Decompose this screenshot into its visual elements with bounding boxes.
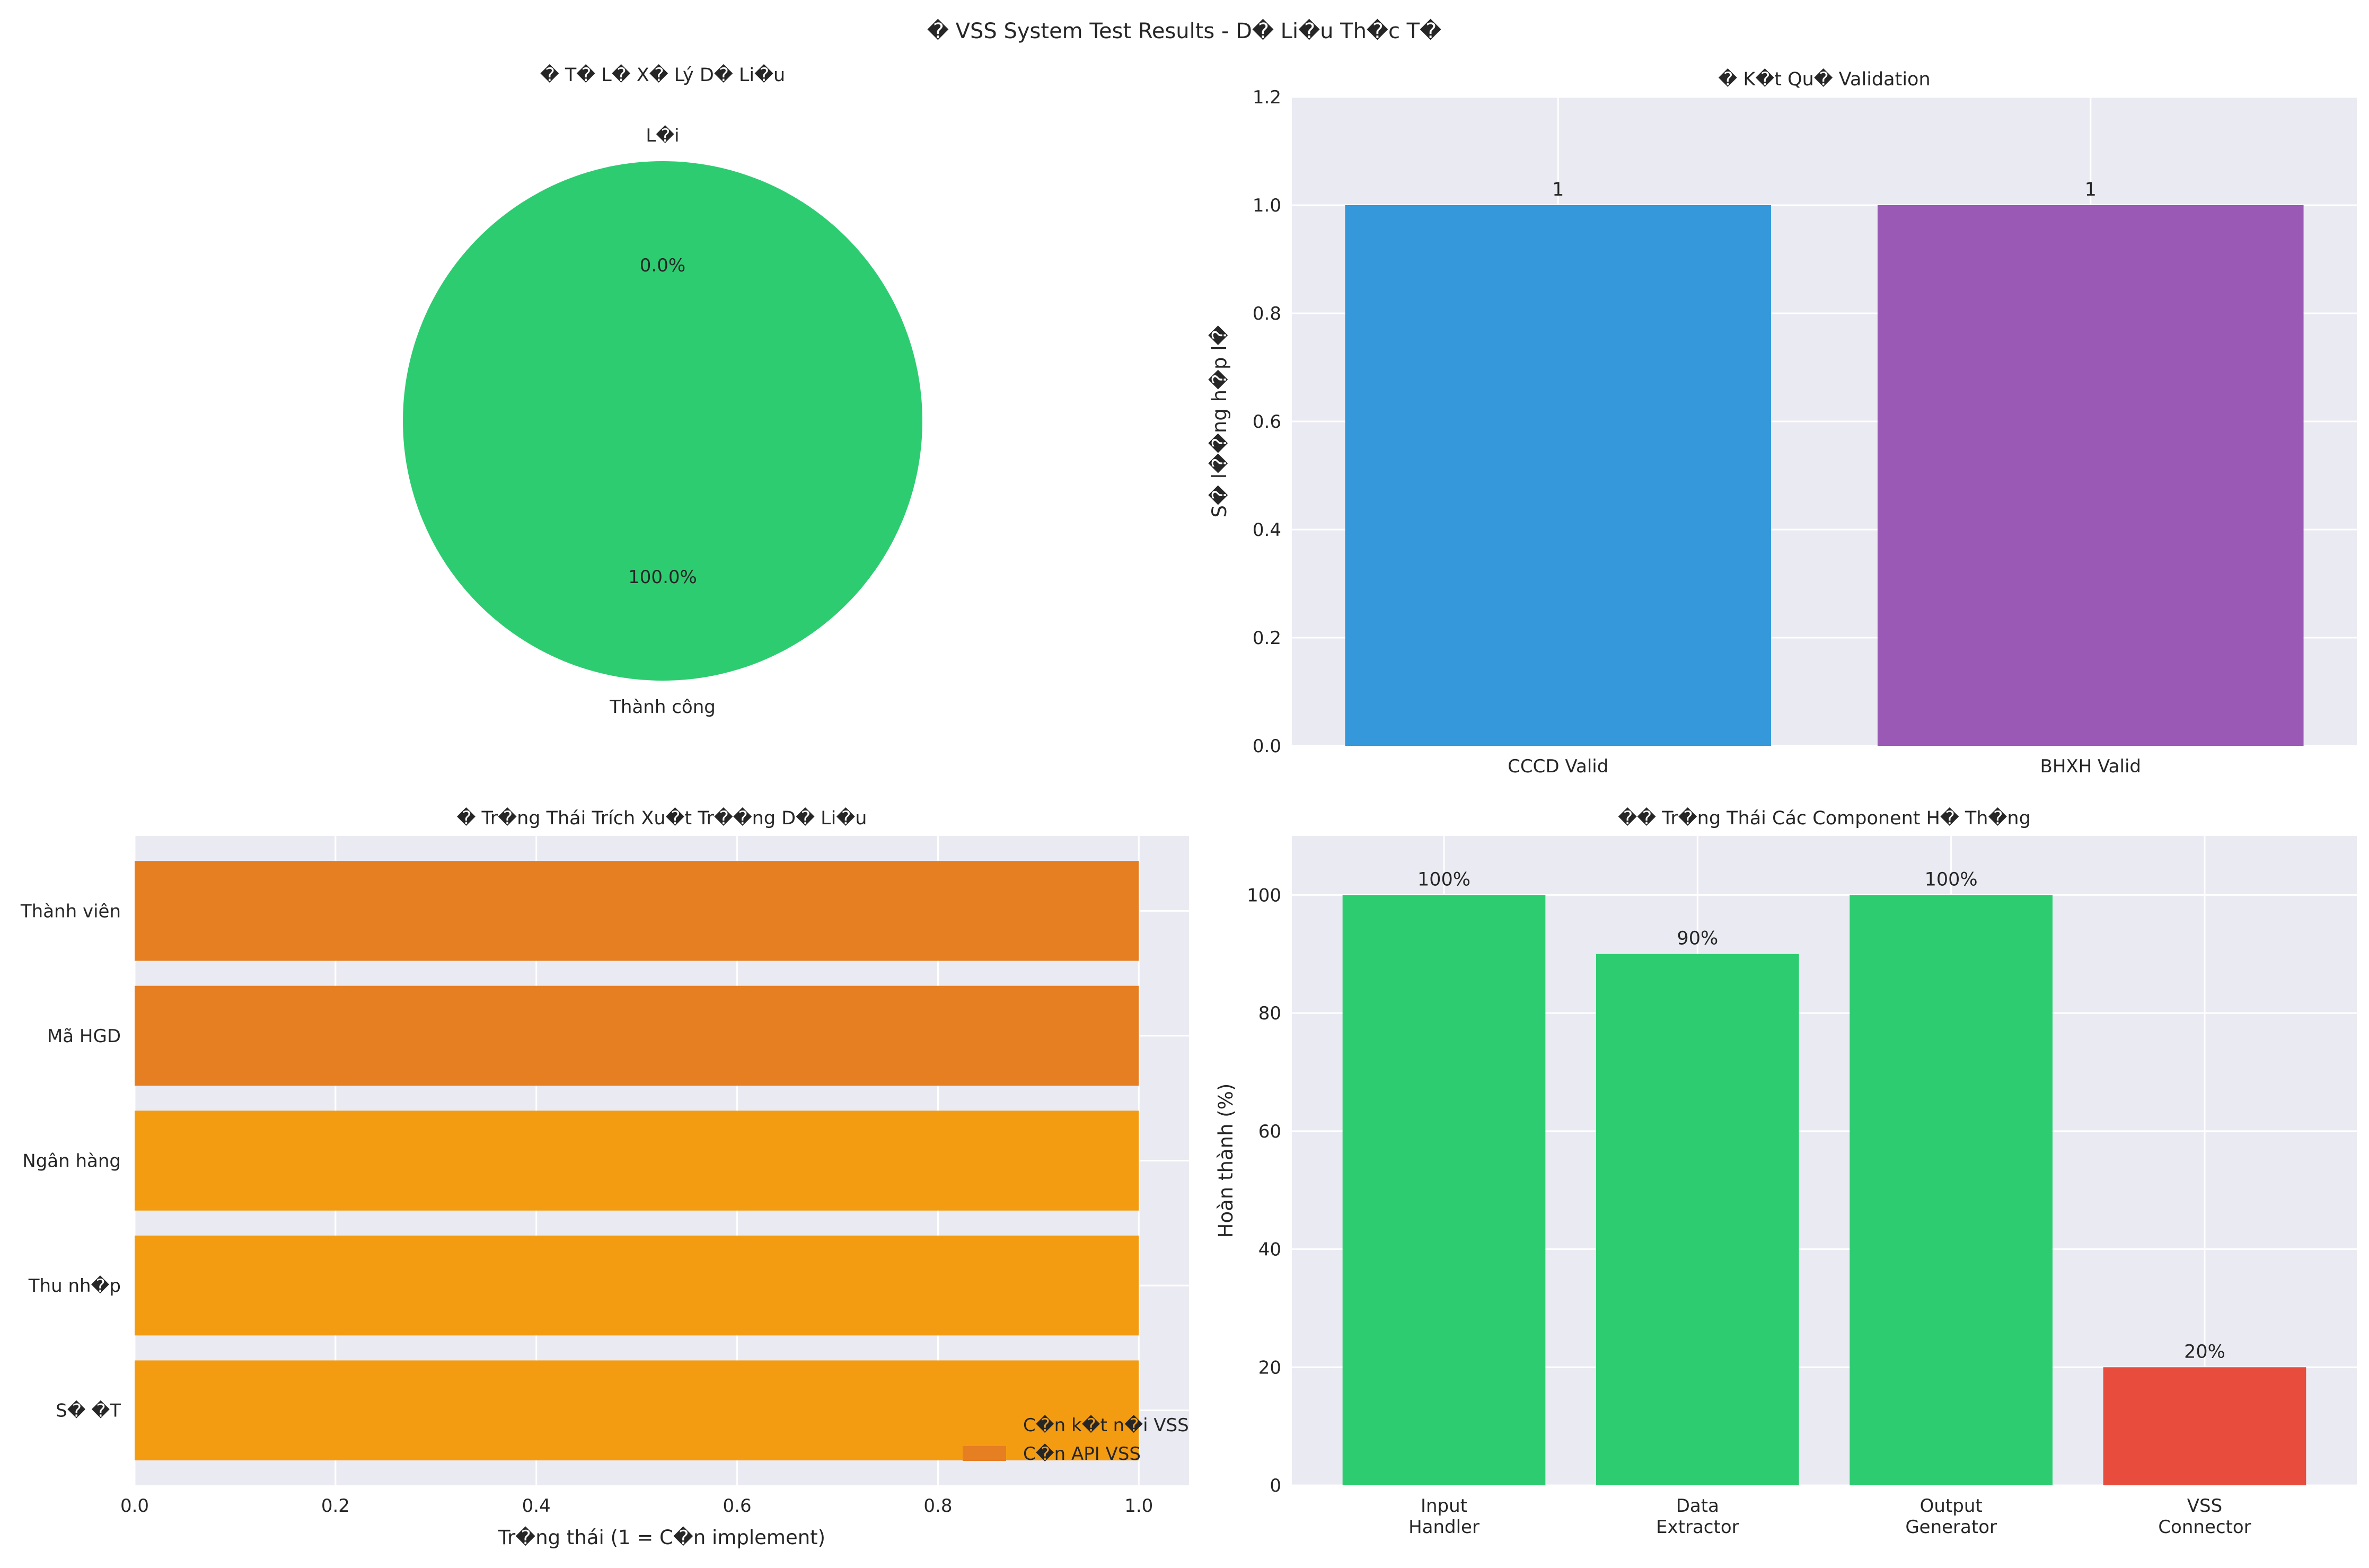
- x-tick-3-1: 0.2: [321, 1495, 350, 1517]
- x-tick-3-4: 0.8: [923, 1495, 952, 1517]
- chart-title-3: � Tr�ng Thái Trích Xu�t Tr��ng D� Li�u: [457, 807, 867, 829]
- bar-4-2: [1596, 954, 1799, 1485]
- y-tick-2-4: 0.8: [1253, 303, 1281, 324]
- y-tick-2-6: 1.2: [1253, 87, 1281, 108]
- x-tick-4-2-2: Extractor: [1656, 1517, 1739, 1538]
- y-tick-4-2: 40: [1258, 1239, 1281, 1261]
- x-tick-3-2: 0.4: [522, 1495, 551, 1517]
- y-tick-3-3: Ngân hàng: [22, 1151, 121, 1172]
- y-tick-2-1: 0.2: [1253, 628, 1281, 649]
- y-tick-2-5: 1.0: [1253, 195, 1281, 216]
- y-tick-4-4: 80: [1258, 1003, 1281, 1024]
- chart-title-4: �� Tr�ng Thái Các Component H� Th�ng: [1618, 807, 2031, 829]
- hbar-5: [135, 1360, 1139, 1460]
- pie-label-2: L�i: [646, 125, 679, 146]
- bar-2-2: [1877, 205, 2304, 746]
- bar-value-label-2-2: 1: [2085, 179, 2097, 200]
- bar-value-label-4-3: 100%: [1925, 869, 1978, 890]
- y-tick-4-0: 0: [1270, 1475, 1281, 1496]
- x-tick-2-2: BHXH Valid: [2040, 756, 2142, 777]
- y-tick-4-5: 100: [1247, 885, 1281, 906]
- x-tick-4-2-1: Data: [1676, 1495, 1719, 1517]
- bar-value-label-4-2: 90%: [1677, 928, 1718, 949]
- hbar-4: [135, 1235, 1139, 1336]
- bar-4-1: [1342, 895, 1546, 1485]
- x-tick-3-5: 1.0: [1124, 1495, 1153, 1517]
- hbar-1: [135, 861, 1139, 961]
- y-tick-3-4: Thu nh�p: [28, 1275, 121, 1297]
- y-axis-label-4: Hoàn thành (%): [1214, 1083, 1237, 1238]
- bar-value-label-4-1: 100%: [1417, 869, 1470, 890]
- bar-4-3: [1850, 895, 2053, 1485]
- legend-label-2: C�n API VSS: [1023, 1443, 1141, 1465]
- chart-title-2: � K�t Qu� Validation: [1718, 68, 1930, 90]
- hbar-2: [135, 985, 1139, 1086]
- bar-4-4: [2103, 1367, 2306, 1485]
- legend-swatch-2: [963, 1446, 1006, 1461]
- pie-pct-2: 0.0%: [640, 255, 685, 276]
- bar-2-1: [1345, 205, 1772, 746]
- x-tick-4-3-1: Output: [1920, 1495, 1983, 1517]
- y-axis-label-2: S� l��ng h�p l�: [1208, 325, 1231, 517]
- y-tick-2-2: 0.4: [1253, 519, 1281, 541]
- pie-pct-1: 100.0%: [628, 567, 697, 588]
- legend-swatch-1: [963, 1417, 1006, 1432]
- bar-value-label-2-1: 1: [1552, 179, 1564, 200]
- legend-label-1: C�n k�t n�i VSS: [1023, 1415, 1189, 1436]
- x-tick-3-3: 0.6: [723, 1495, 752, 1517]
- x-tick-4-3-2: Generator: [1905, 1517, 1997, 1538]
- x-axis-label-3: Tr�ng thái (1 = C�n implement): [498, 1526, 825, 1549]
- hbar-3: [135, 1111, 1139, 1211]
- y-tick-2-0: 0.0: [1253, 736, 1281, 757]
- x-tick-4-4-1: VSS: [2187, 1495, 2222, 1517]
- bar-value-label-4-4: 20%: [2184, 1341, 2225, 1362]
- x-tick-4-1-2: Handler: [1408, 1517, 1479, 1538]
- x-tick-4-4-2: Connector: [2158, 1517, 2251, 1538]
- x-tick-4-1-1: Input: [1421, 1495, 1467, 1517]
- pie-label-1: Thành công: [609, 697, 716, 718]
- y-tick-3-1: Thành viên: [20, 901, 121, 922]
- x-tick-3-0: 0.0: [120, 1495, 149, 1517]
- y-tick-3-2: Mã HGD: [47, 1026, 121, 1047]
- y-tick-2-3: 0.6: [1253, 411, 1281, 433]
- y-tick-3-5: S� �T: [56, 1400, 121, 1422]
- pie-slice-1: [403, 161, 922, 681]
- y-tick-4-3: 60: [1258, 1121, 1281, 1142]
- y-tick-4-1: 20: [1258, 1357, 1281, 1378]
- figure-title: � VSS System Test Results - D� Li�u Th�c…: [927, 19, 1441, 43]
- x-tick-2-1: CCCD Valid: [1508, 756, 1608, 777]
- pie-title: � T� L� X� Lý D� Li�u: [540, 64, 785, 86]
